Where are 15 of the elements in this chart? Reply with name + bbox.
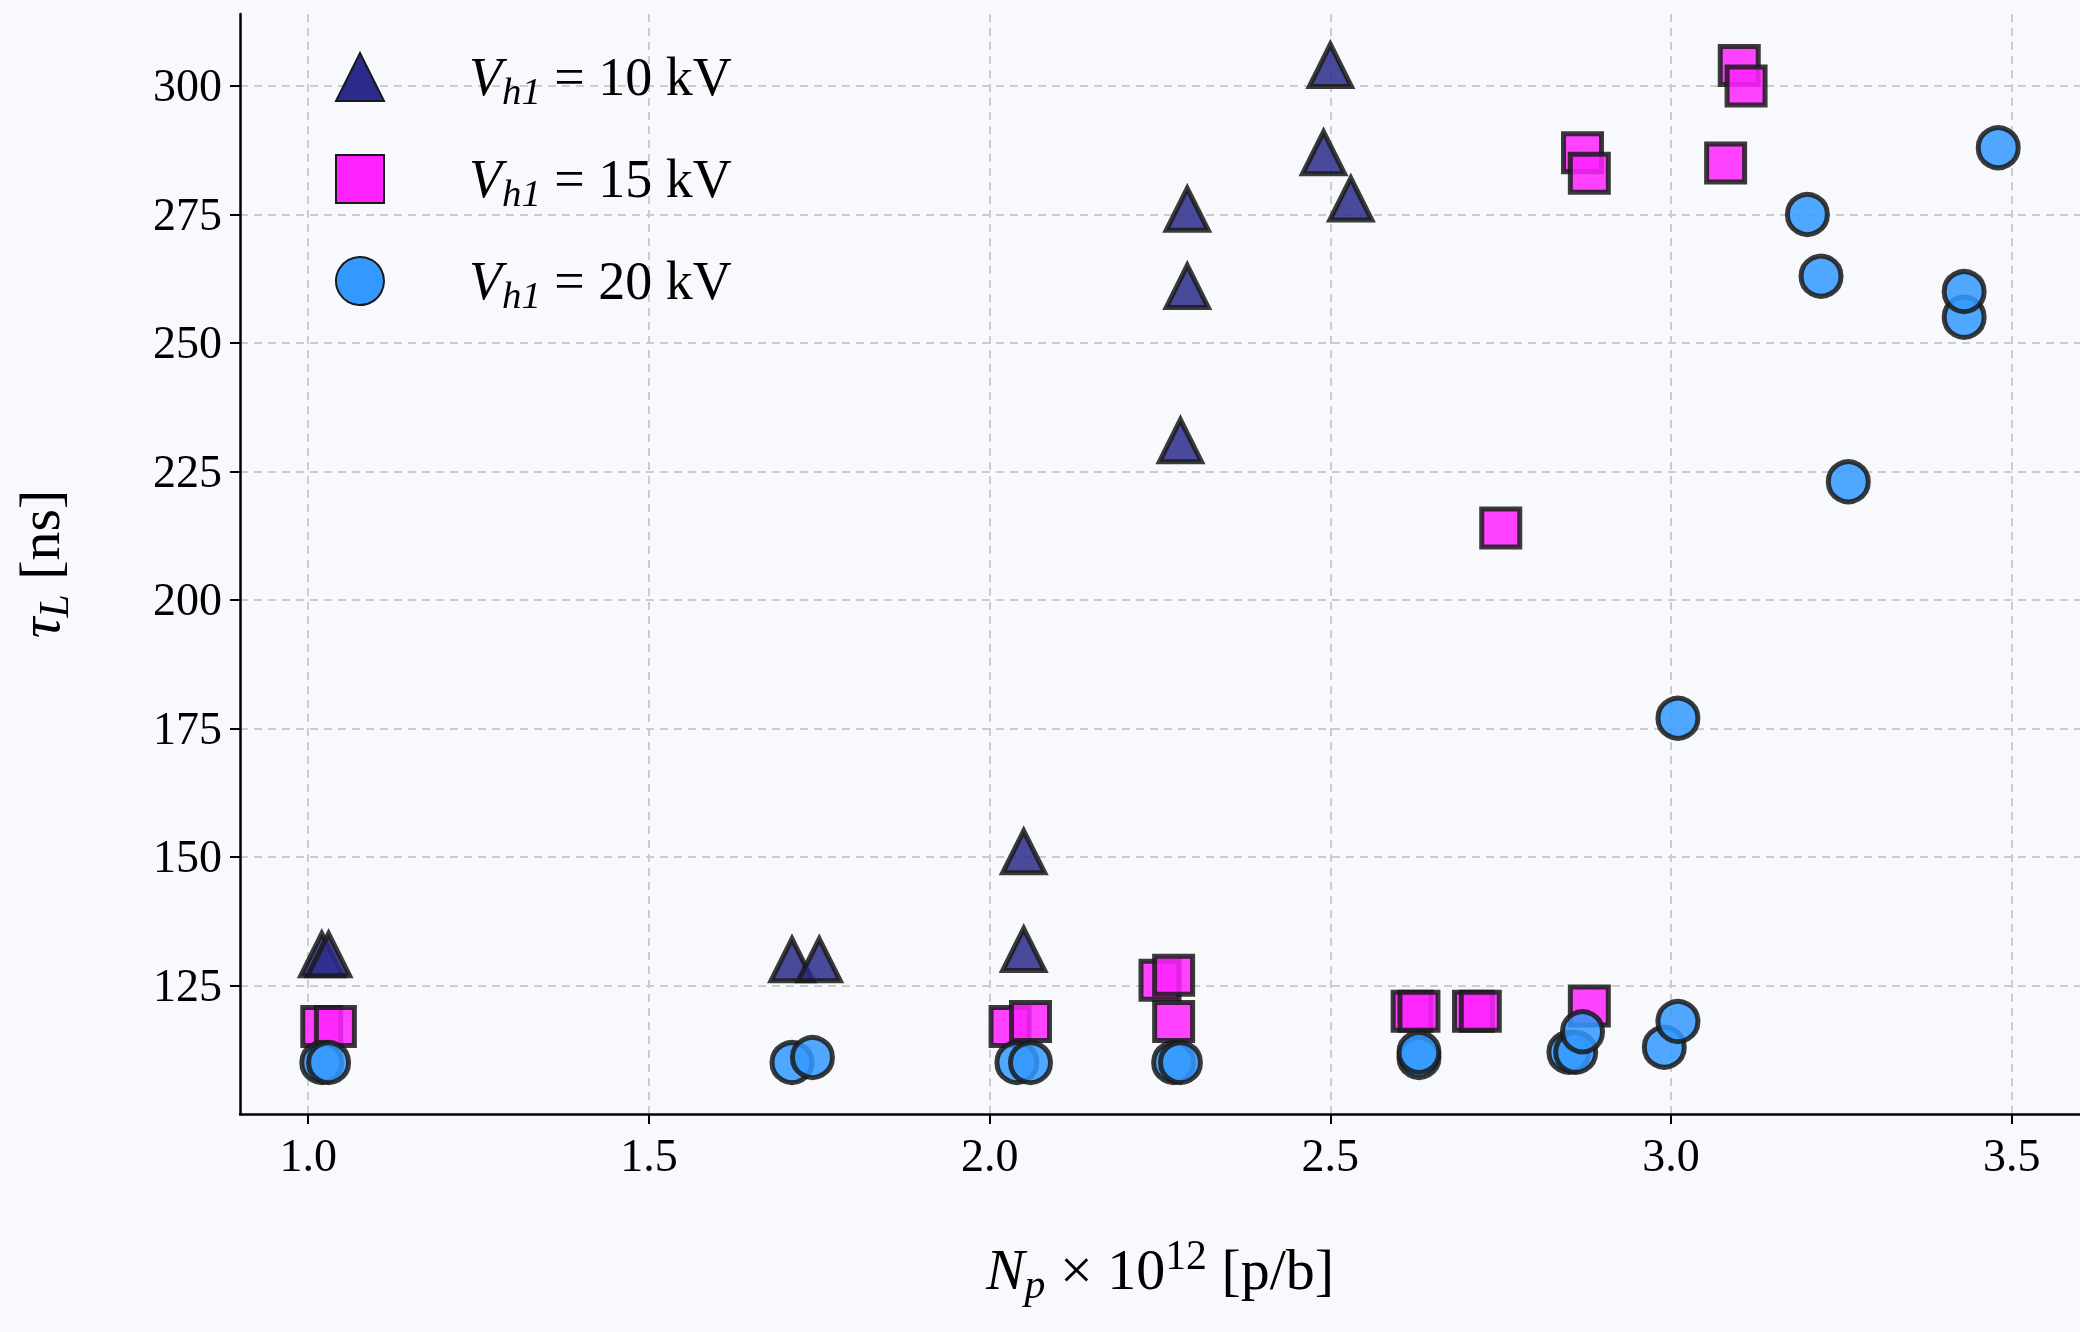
x-tick-label: 3.0: [1642, 1129, 1700, 1181]
y-tick-label: 300: [153, 60, 222, 112]
x-tick-label: 2.5: [1301, 1129, 1360, 1181]
y-tick-label: 200: [153, 574, 222, 626]
y-tick-label: 225: [153, 445, 222, 497]
y-tick-label: 150: [153, 831, 222, 883]
x-tick-label: 1.5: [620, 1129, 678, 1181]
y-axis-title: τL [ns]: [7, 489, 77, 639]
x-tick-label: 2.0: [960, 1129, 1019, 1181]
y-tick-label: 175: [153, 702, 222, 754]
y-tick-label: 275: [153, 188, 222, 240]
y-tick-label: 125: [153, 960, 222, 1011]
x-tick-label: 1.0: [279, 1129, 337, 1181]
y-tick-label: 250: [153, 317, 222, 369]
x-tick-label: 3.5: [1983, 1129, 2041, 1181]
